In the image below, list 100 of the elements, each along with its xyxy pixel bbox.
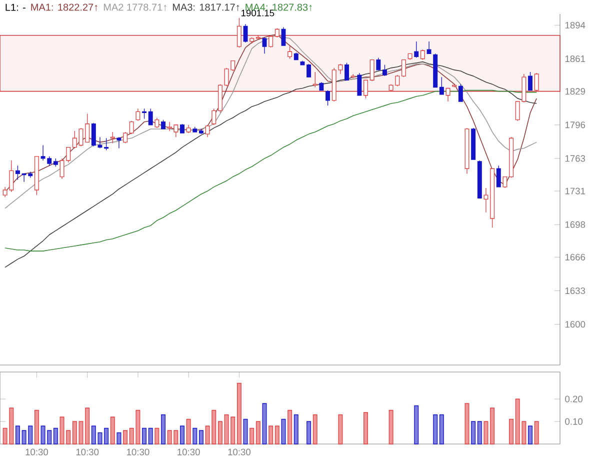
- bar: [364, 412, 368, 444]
- candlestick: [528, 72, 533, 91]
- candlestick: [180, 124, 184, 134]
- y-tick-label: 1666: [565, 254, 586, 260]
- y-tick-label: 1600: [565, 321, 586, 328]
- candlestick: [148, 108, 153, 126]
- bar: [66, 430, 71, 444]
- bar: [85, 408, 90, 444]
- candlestick: [116, 136, 122, 149]
- y-tick-label: 1633: [565, 287, 586, 294]
- bar: [471, 421, 476, 444]
- candlestick: [364, 80, 368, 99]
- bar: [484, 421, 488, 444]
- bar: [262, 403, 267, 444]
- bar: [161, 414, 166, 444]
- candlestick: [78, 128, 84, 147]
- x-tick-label: 10:30: [228, 448, 251, 456]
- bar: [534, 421, 539, 444]
- candlestick: [484, 188, 488, 213]
- y-tick-label: 1731: [565, 188, 586, 194]
- bar: [439, 414, 444, 444]
- text: L1: -: [6, 4, 26, 11]
- bar: [180, 426, 184, 444]
- y-tick-label: 0.20: [565, 396, 583, 402]
- y-tick-label: 1763: [565, 155, 586, 162]
- candlestick: [268, 36, 274, 48]
- bar: [34, 410, 39, 444]
- y-tick-label: 1698: [565, 221, 586, 228]
- bar: [509, 418, 514, 444]
- candlestick: [154, 117, 160, 128]
- candlestick: [414, 41, 419, 58]
- bar: [192, 428, 198, 444]
- y-tick-label: 1861: [565, 55, 586, 62]
- bar: [464, 403, 470, 444]
- candlestick: [262, 37, 267, 54]
- x-tick-label: 10:30: [76, 448, 99, 456]
- candlestick: [66, 146, 71, 163]
- candlestick: [142, 108, 147, 120]
- bar: [243, 418, 248, 444]
- candlestick: [357, 72, 362, 96]
- candlestick: [288, 45, 292, 60]
- candlestick: [376, 57, 381, 70]
- candlestick: [312, 72, 318, 88]
- candlestick: [243, 24, 248, 43]
- text: MA4: 1827.83↑: [246, 4, 312, 11]
- bar: [294, 414, 298, 444]
- y-tick-label: 1796: [565, 122, 586, 128]
- candlestick: [15, 165, 20, 180]
- annotation: 1901.15: [242, 10, 274, 16]
- bar: [218, 421, 222, 444]
- candlestick: [502, 176, 508, 188]
- bar: [250, 428, 254, 444]
- candlestick: [496, 165, 501, 188]
- candlestick: [129, 120, 134, 134]
- bar: [198, 430, 204, 444]
- candlestick: [136, 108, 140, 122]
- candlestick: [344, 62, 349, 80]
- candlestick: [370, 59, 374, 82]
- candlestick: [236, 18, 242, 48]
- bar: [123, 430, 128, 444]
- candlestick: [458, 84, 463, 102]
- bar: [477, 421, 482, 444]
- bar: [110, 416, 115, 444]
- bar: [433, 414, 438, 444]
- x-tick-label: 10:30: [26, 448, 48, 456]
- bar: [312, 414, 318, 444]
- bar: [528, 426, 533, 444]
- candlestick: [60, 158, 64, 180]
- candlestick: [274, 28, 280, 38]
- bar: [15, 426, 20, 444]
- candlestick: [123, 132, 128, 144]
- bar: [154, 428, 160, 444]
- text: MA2 1778.71↑: [104, 4, 166, 11]
- bar: [274, 426, 280, 444]
- candlestick: [72, 130, 77, 149]
- candlestick: [205, 124, 210, 138]
- bar: [116, 432, 122, 444]
- candlestick: [85, 113, 90, 143]
- bar: [72, 421, 77, 444]
- bar: [148, 428, 153, 444]
- x-tick-label: 10:30: [178, 448, 200, 456]
- y-tick-label: 1894: [565, 22, 586, 28]
- bar: [53, 428, 58, 444]
- bar: [60, 416, 64, 444]
- bar: [490, 408, 495, 444]
- bar: [142, 428, 147, 444]
- bar: [388, 410, 394, 444]
- candlestick: [110, 132, 115, 144]
- text: MA3: 1817.17↑: [172, 4, 240, 11]
- x-tick-label: 10:30: [126, 448, 150, 456]
- bar: [104, 428, 109, 444]
- bar: [414, 405, 419, 444]
- bar: [306, 421, 312, 444]
- candlestick: [439, 76, 444, 95]
- candlestick: [161, 119, 166, 130]
- y-tick-label: 1829: [565, 88, 586, 95]
- candlestick: [401, 59, 406, 78]
- bar: [268, 426, 274, 444]
- candlestick: [281, 26, 286, 46]
- candlestick: [326, 90, 330, 106]
